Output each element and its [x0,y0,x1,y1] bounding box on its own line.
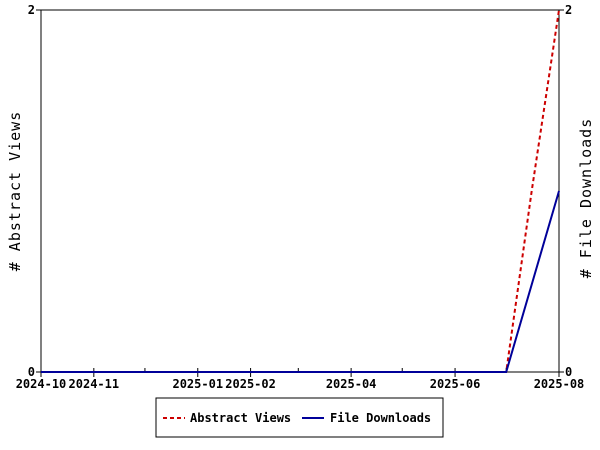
y-left-tick-label: 0 [28,365,35,379]
series-lines [41,9,560,373]
legend: Abstract Views File Downloads [155,397,444,438]
legend-label-file-downloads: File Downloads [330,411,431,425]
x-tick-label: 2024-10 [16,377,67,391]
legend-label-abstract-views: Abstract Views [190,411,291,425]
legend-box [155,397,444,438]
y-left-tick-label: 2 [28,3,35,17]
y-left-axis-title: # Abstract Views [6,111,24,272]
y-right-tick-label: 2 [565,3,572,17]
x-tick-label: 2025-06 [430,377,481,391]
series-file-downloads [41,190,560,373]
y-axes: 0 2 0 2 [28,3,572,379]
x-tick-label: 2025-02 [225,377,276,391]
x-tick-label: 2024-11 [69,377,120,391]
x-tick-label: 2025-08 [534,377,585,391]
x-tick-label: 2025-04 [326,377,377,391]
y-right-tick-label: 0 [565,365,572,379]
x-tick-label: 2025-01 [172,377,223,391]
y-right-axis-title: # File Downloads [577,118,595,279]
x-axis: 2024-10 2024-11 2025-01 2025-02 2025-04 2025-… [16,372,585,391]
plot-area [40,9,560,373]
